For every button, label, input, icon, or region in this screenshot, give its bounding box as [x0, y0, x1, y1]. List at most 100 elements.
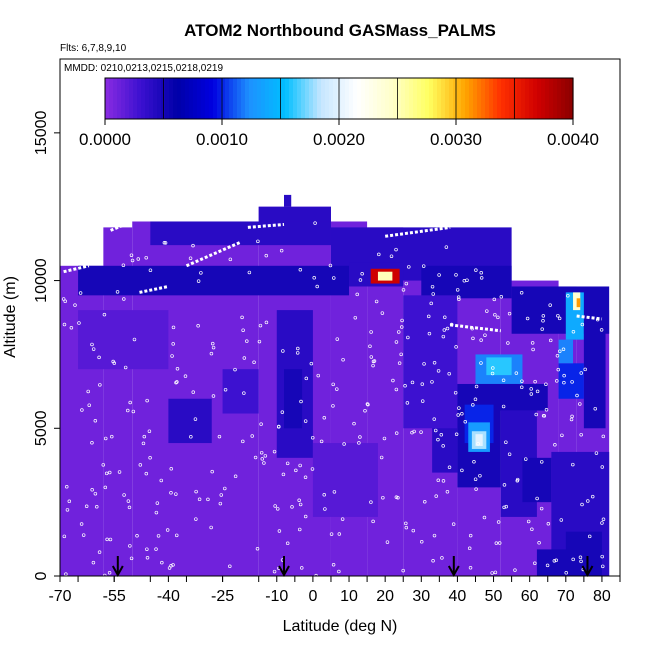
sample-point — [148, 268, 153, 272]
colorbar-segment — [501, 78, 506, 119]
sample-point — [369, 500, 373, 504]
sample-point — [247, 270, 252, 275]
sample-point — [81, 533, 86, 537]
sample-point — [578, 402, 582, 406]
colorbar-segment — [565, 78, 570, 119]
sample-point — [479, 276, 484, 280]
sample-point — [400, 325, 404, 329]
sample-point — [566, 293, 570, 298]
sample-point — [360, 271, 364, 276]
sample-point — [502, 505, 506, 510]
colorbar-segment — [157, 78, 162, 119]
sample-point — [419, 430, 423, 434]
colorbar-segment — [373, 78, 378, 119]
sample-point — [145, 547, 149, 551]
sample-point — [319, 439, 324, 444]
sample-point — [580, 502, 584, 507]
colorbar-segment — [505, 78, 510, 119]
sample-point — [579, 371, 584, 375]
sample-point — [570, 380, 574, 384]
cell-layer — [78, 194, 610, 576]
sample-point — [456, 413, 460, 417]
sample-point — [129, 253, 134, 257]
heatmap-cell — [312, 443, 378, 517]
sample-point — [471, 403, 475, 407]
sample-point — [189, 435, 193, 439]
sample-point — [144, 255, 148, 260]
sample-point — [342, 442, 346, 446]
sample-point — [493, 312, 497, 317]
sample-point — [590, 494, 595, 499]
sample-point — [579, 559, 583, 564]
surface-arrow-head — [581, 565, 594, 578]
sample-point — [478, 473, 482, 478]
sample-point — [556, 313, 560, 318]
sample-point — [443, 315, 447, 320]
colorbar-segment — [381, 78, 386, 119]
colorbar-tick-label: 0.0030 — [430, 130, 482, 149]
sample-point — [335, 337, 340, 341]
colorbar-segment — [557, 78, 562, 119]
sample-point — [460, 468, 464, 473]
sample-point — [194, 489, 198, 494]
sample-point — [526, 519, 531, 524]
sample-point — [160, 560, 164, 565]
sample-point — [233, 367, 237, 372]
sample-point — [101, 463, 106, 467]
sample-point — [170, 354, 174, 358]
sample-point — [145, 555, 150, 560]
sample-point — [555, 379, 559, 383]
colorbar-segment — [473, 78, 478, 119]
sample-point — [529, 387, 533, 391]
colorbar-segment — [461, 78, 466, 119]
sample-point — [491, 366, 495, 370]
colorbar-segment — [177, 78, 182, 119]
sample-point — [423, 499, 427, 504]
sample-point — [519, 291, 524, 295]
sample-point — [358, 435, 362, 439]
sample-point — [531, 347, 535, 352]
sample-point — [79, 522, 84, 526]
sample-point — [257, 339, 262, 344]
colorbar-segment — [109, 78, 114, 119]
sample-point — [570, 414, 574, 419]
sample-point — [600, 564, 605, 569]
sample-point — [331, 562, 336, 567]
sample-point — [128, 400, 132, 405]
sample-point — [539, 460, 544, 464]
sample-point — [455, 288, 460, 292]
sample-point — [374, 299, 379, 304]
sample-point — [404, 521, 408, 526]
sample-point — [548, 303, 552, 307]
sample-point — [514, 371, 519, 375]
sample-point — [468, 566, 473, 570]
sample-point — [485, 309, 489, 313]
sample-point — [175, 367, 180, 371]
heatmap-cell — [78, 310, 169, 370]
sample-point — [457, 406, 461, 410]
sample-point — [210, 341, 215, 346]
sample-point — [530, 341, 535, 345]
y-tick-label: 0 — [33, 571, 50, 580]
sample-point — [97, 550, 102, 554]
sample-point — [196, 279, 201, 283]
colorbar-segment — [425, 78, 430, 119]
sample-point — [358, 278, 363, 282]
colorbar-segment — [361, 78, 366, 119]
sample-point — [436, 478, 441, 483]
sample-point — [587, 534, 592, 539]
sample-point — [241, 439, 245, 444]
sample-point — [171, 325, 176, 330]
sample-point — [431, 558, 435, 563]
sample-point — [162, 241, 167, 245]
sample-point — [382, 436, 387, 441]
heatmap-cell — [583, 324, 606, 429]
sample-point — [296, 346, 300, 351]
sample-point — [396, 330, 401, 334]
dates-label: MMDD: 0210,0213,0215,0218,0219 — [64, 63, 223, 74]
sample-point — [445, 490, 450, 494]
sample-point — [472, 459, 476, 464]
colorbar-segment — [509, 78, 514, 119]
sample-point — [473, 477, 478, 481]
sample-point — [436, 369, 441, 373]
